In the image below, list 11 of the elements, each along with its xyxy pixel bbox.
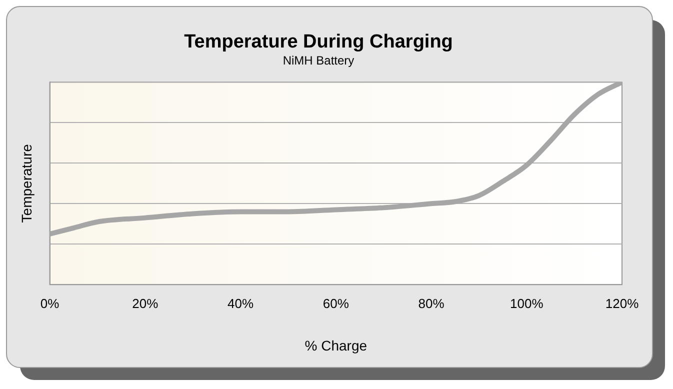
y-axis-title: Temperature (18, 144, 34, 223)
x-tick-label: 40% (228, 296, 254, 311)
x-tick-label: 0% (40, 296, 60, 311)
x-tick-label: 80% (418, 296, 445, 311)
x-tick-label: 20% (132, 296, 159, 311)
x-tick-label: 100% (510, 296, 544, 311)
x-tick-label: 120% (605, 296, 640, 311)
chart-title: Temperature During Charging (184, 32, 453, 53)
chart-subtitle: NiMH Battery (282, 53, 354, 68)
x-tick-label: 60% (322, 296, 350, 311)
x-axis-title: % Charge (304, 337, 368, 354)
